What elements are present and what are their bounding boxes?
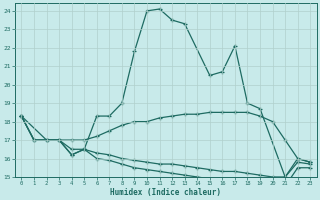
X-axis label: Humidex (Indice chaleur): Humidex (Indice chaleur): [110, 188, 221, 197]
